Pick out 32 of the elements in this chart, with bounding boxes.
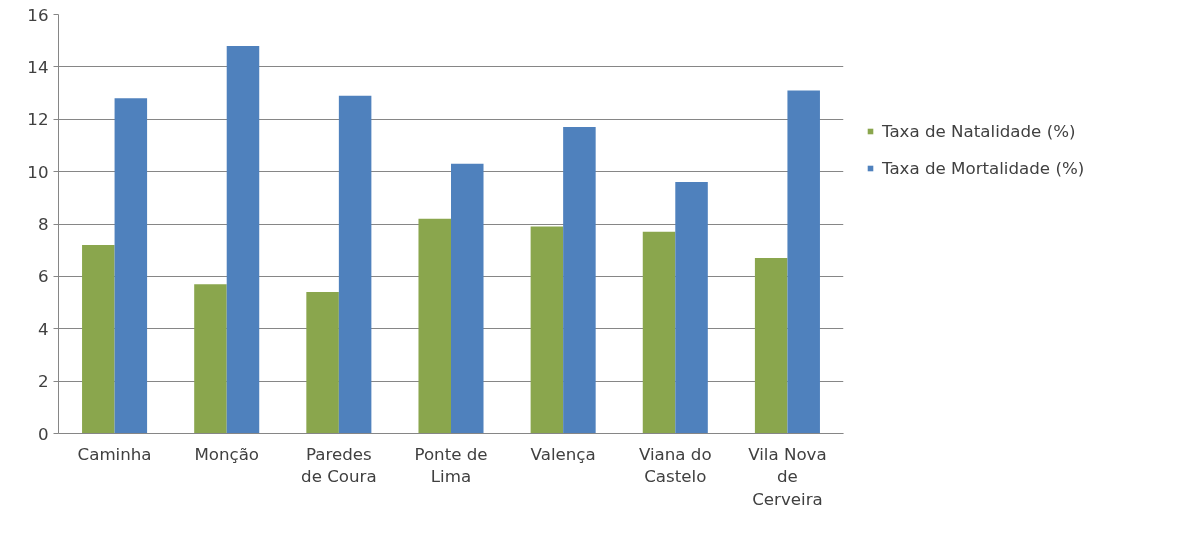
- x-tick-label: Valença: [530, 444, 596, 464]
- y-tick-label: 2: [37, 372, 49, 392]
- bar: [530, 226, 564, 434]
- bar: [451, 163, 484, 434]
- y-tick-label: 14: [27, 57, 49, 77]
- y-tick-label: 4: [37, 319, 49, 339]
- x-tick-label: Paredes de Coura: [301, 444, 377, 487]
- bar: [226, 45, 260, 434]
- y-tick-label: 0: [37, 424, 49, 444]
- x-tick-label: Monção: [194, 444, 260, 464]
- y-tick-label: 16: [27, 5, 49, 25]
- bar: [754, 258, 788, 434]
- x-tick-label: Ponte de Lima: [414, 444, 488, 487]
- bar: [563, 127, 596, 434]
- bar: [338, 95, 372, 434]
- bar: [675, 182, 708, 434]
- bar: [787, 90, 820, 434]
- legend-label: Taxa de Natalidade (%): [882, 121, 1076, 141]
- bar: [114, 98, 148, 434]
- legend-label: Taxa de Mortalidade (%): [882, 158, 1085, 178]
- bar: [306, 292, 339, 434]
- bar: [642, 231, 676, 434]
- x-tick-label: Caminha: [77, 444, 152, 464]
- bar: [194, 284, 227, 434]
- x-tick-label: Viana do Castelo: [638, 444, 712, 487]
- y-tick-label: 10: [27, 162, 49, 182]
- x-tick-label: Vila Nova de Cerveira: [748, 444, 827, 510]
- y-tick-label: 12: [27, 110, 49, 130]
- bar: [82, 244, 115, 434]
- y-tick-label: 8: [37, 215, 49, 234]
- bar: [418, 218, 451, 434]
- y-tick-label: 6: [37, 267, 49, 287]
